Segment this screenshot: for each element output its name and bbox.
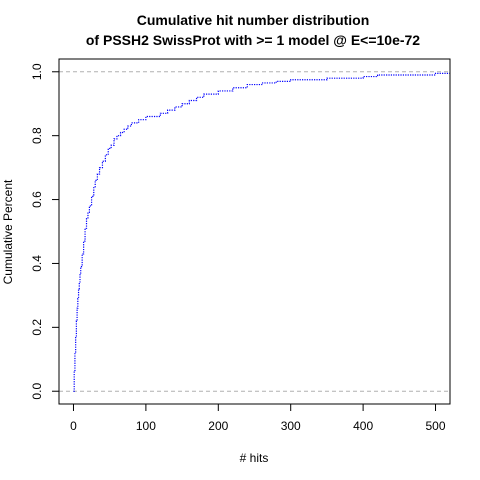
x-tick-label: 400 [353,419,373,433]
x-tick-label: 200 [208,419,228,433]
chart-title-line1: Cumulative hit number distribution [137,12,370,28]
y-tick-label: 1.0 [30,63,44,80]
series-line-0 [73,72,450,392]
x-axis: 0 100 200 300 400 500 [70,403,446,433]
reference-lines [59,71,450,392]
x-tick-label: 0 [70,419,77,433]
y-axis: 0.0 0.2 0.4 0.6 0.8 1.0 [30,63,60,400]
y-tick-label: 0.0 [30,383,44,400]
y-axis-label: Cumulative Percent [1,179,15,284]
x-tick-label: 500 [426,419,446,433]
y-tick-label: 0.6 [30,191,44,208]
x-tick-label: 100 [136,419,156,433]
chart-title-line2: of PSSH2 SwissProt with >= 1 model @ E<=… [86,32,420,48]
y-tick-label: 0.4 [30,255,44,272]
x-axis-label: # hits [240,451,269,465]
y-tick-label: 0.8 [30,127,44,144]
series-layer [73,72,450,392]
x-tick-label: 300 [281,419,301,433]
plot-frame [58,58,451,405]
y-tick-label: 0.2 [30,319,44,336]
